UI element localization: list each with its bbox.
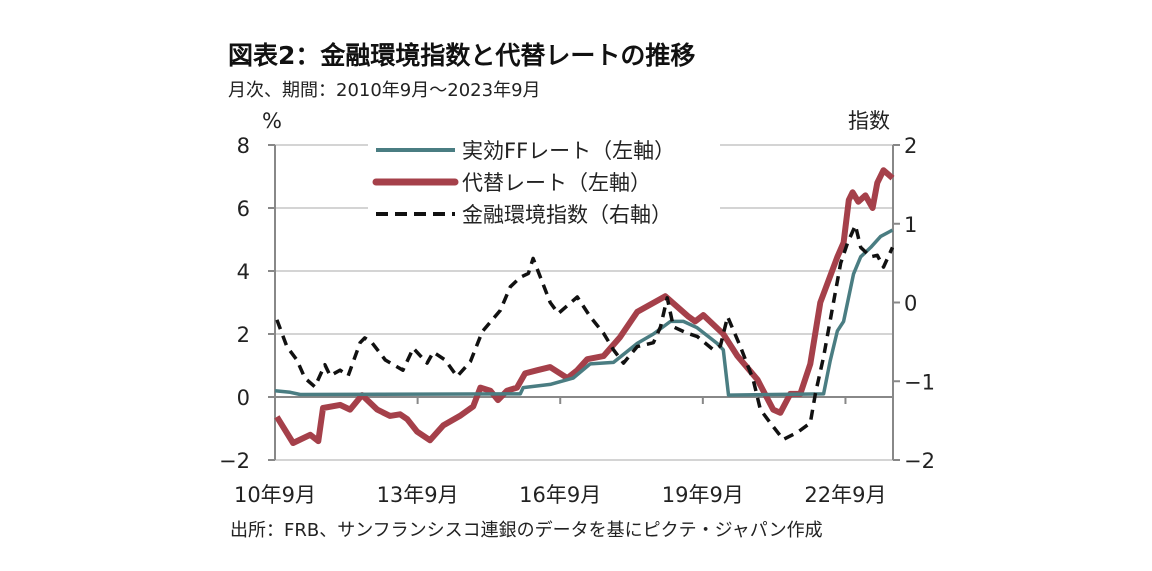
left-tick-label: 2 — [237, 323, 250, 347]
series-line-financial-conditions-index — [275, 223, 895, 442]
source-note: 出所：FRB、サンフランシスコ連銀のデータを基にピクテ・ジャパン作成 — [230, 520, 823, 541]
x-tick-label: 22年9月 — [804, 483, 886, 507]
x-tick-label: 10年9月 — [234, 483, 316, 507]
legend: 実効FFレート（左軸） 代替レート（左軸） 金融環境指数（右軸） — [368, 130, 720, 230]
legend-label-ff-rate: 実効FFレート（左軸） — [462, 139, 675, 163]
right-tick-label: −2 — [904, 449, 935, 473]
right-axis-label: 指数 — [848, 109, 890, 133]
legend-label-shadow-rate: 代替レート（左軸） — [462, 171, 651, 195]
right-tick-label: 1 — [904, 213, 917, 237]
chart-subtitle: 月次、期間：2010年9月〜2023年9月 — [228, 80, 541, 101]
x-tick-label: 13年9月 — [377, 483, 459, 507]
right-tick-label: 2 — [904, 134, 917, 158]
x-tick-label: 16年9月 — [519, 483, 601, 507]
series-group — [274, 167, 895, 446]
chart-title: 図表2：金融環境指数と代替レートの推移 — [228, 41, 695, 70]
left-tick-label: 8 — [237, 134, 250, 158]
series-line-ff-rate — [274, 228, 894, 397]
right-tick-label: −1 — [904, 370, 935, 394]
left-tick-label: 4 — [237, 260, 250, 284]
series-line-shadow-rate — [274, 167, 895, 446]
x-tick-label: 19年9月 — [662, 483, 744, 507]
left-tick-label: 0 — [237, 386, 250, 410]
right-tick-label: 0 — [904, 292, 917, 316]
legend-label-fci: 金融環境指数（右軸） — [462, 203, 672, 227]
left-axis-label: % — [262, 109, 282, 133]
left-tick-label: −2 — [219, 449, 250, 473]
left-tick-label: 6 — [237, 197, 250, 221]
